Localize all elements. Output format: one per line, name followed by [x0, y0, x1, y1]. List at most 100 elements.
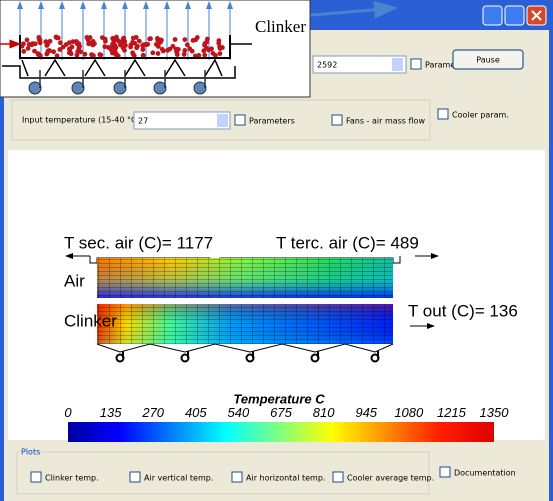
colorbar-tick-label: 135	[100, 405, 122, 420]
checkbox[interactable]	[411, 59, 421, 69]
clinker-grain	[187, 46, 192, 51]
clinker-grain	[110, 42, 115, 47]
clinker-grain	[147, 36, 152, 41]
sec-air-label: T sec. air (C)= 1177	[64, 233, 213, 252]
clinker-grain	[100, 35, 105, 40]
checkbox[interactable]	[333, 472, 343, 482]
spinner[interactable]	[392, 58, 403, 71]
clinker-grain	[140, 47, 145, 52]
clinker-grain	[218, 46, 223, 51]
clinker-grain	[38, 40, 43, 45]
clinker-grain	[204, 45, 209, 50]
clinker-grain	[119, 40, 124, 45]
clinker-grain	[202, 53, 207, 58]
clinker-grain	[195, 35, 200, 40]
checkbox-label: Fans - air mass flow	[346, 117, 425, 126]
clinker-grain	[70, 45, 75, 50]
air-label: Air	[64, 271, 85, 290]
clinker-grain	[134, 45, 139, 50]
screen: 2592 Parameters Pause Input temperature …	[0, 0, 553, 501]
temperature-value: 27	[138, 117, 148, 126]
clinker-grain	[51, 49, 56, 54]
checkbox-label: Parameters	[249, 117, 295, 126]
checkbox[interactable]	[235, 115, 245, 125]
colorbar-tick-label: 810	[313, 405, 335, 420]
clinker-grain	[130, 40, 135, 45]
checkbox-label: Air vertical temp.	[144, 474, 213, 483]
checkbox[interactable]	[332, 115, 342, 125]
clinker-grain	[128, 45, 133, 50]
terc-air-label: T terc. air (C)= 489	[276, 233, 419, 252]
clinker-grain	[156, 51, 161, 56]
clinker-grain	[182, 48, 187, 53]
clinker-grain	[58, 40, 63, 45]
colorbar-tick-label: 540	[228, 405, 250, 420]
count-value: 2592	[317, 61, 337, 70]
checkbox-label: Cooler average temp.	[347, 474, 434, 483]
spinner[interactable]	[217, 114, 228, 127]
clinker-grain	[161, 49, 166, 54]
clinker-grain	[21, 49, 26, 54]
clinker-grain	[137, 39, 142, 44]
checkbox[interactable]	[232, 472, 242, 482]
clinker-grain	[175, 52, 180, 57]
checkbox-label: Documentation	[454, 469, 516, 478]
temperature-field[interactable]	[134, 112, 230, 129]
clinker-grain	[121, 36, 126, 41]
clinker-grain	[88, 41, 93, 46]
checkbox[interactable]	[31, 472, 41, 482]
clinker-grain	[150, 50, 155, 55]
clinker-grain	[77, 46, 82, 51]
clinker-grain	[83, 52, 88, 57]
clinker-grain	[114, 45, 119, 50]
clinker-grain	[102, 44, 107, 49]
heatmap-grid	[97, 304, 393, 344]
inset-fan	[29, 82, 41, 94]
checkbox-label: Air horizontal temp.	[246, 474, 325, 483]
clinker-grain	[203, 41, 208, 46]
clinker-grain	[75, 53, 80, 58]
button-label: Pause	[476, 56, 500, 65]
colorbar-tick-label: 675	[270, 405, 292, 420]
clinker-grain	[112, 51, 117, 56]
clinker-grain	[47, 48, 52, 53]
t-out-label: T out (C)= 136	[408, 301, 518, 320]
heatmap-grid	[97, 258, 393, 298]
inset	[0, 0, 310, 97]
inset-fan	[194, 82, 206, 94]
clinker-grain	[25, 38, 30, 43]
checkbox[interactable]	[130, 472, 140, 482]
colorbar-tick-label: 270	[141, 405, 164, 420]
checkbox[interactable]	[440, 467, 450, 477]
maximize-button[interactable]	[505, 6, 524, 25]
clinker-grain	[145, 42, 150, 47]
clinker-grain	[54, 35, 59, 40]
clinker-grain	[191, 38, 196, 43]
checkbox-label: Cooler param.	[452, 111, 509, 120]
colorbar	[68, 422, 494, 442]
checkbox[interactable]	[438, 109, 448, 119]
inset-fan	[154, 82, 166, 94]
clinker-grain	[30, 41, 35, 46]
input-label: Input temperature (15-40 °C)	[22, 116, 140, 125]
inset-fan	[72, 82, 84, 94]
clinker-grain	[45, 42, 50, 47]
clinker-grain	[97, 52, 102, 57]
clinker-grain	[123, 43, 128, 48]
clinker-grain	[57, 47, 62, 52]
clinker-grain	[114, 35, 119, 40]
clinker-grain	[154, 42, 159, 47]
window-frame	[549, 30, 553, 501]
clinker-grain	[76, 41, 81, 46]
clinker-grain	[32, 49, 37, 54]
inset-label: Clinker	[255, 17, 306, 36]
plot-options: Clinker temp.Air vertical temp.Air horiz…	[31, 472, 434, 483]
colorbar-tick-label: 945	[355, 405, 377, 420]
clinker-grain	[182, 37, 187, 42]
colorbar-tick-label: 1350	[480, 405, 510, 420]
minimize-button[interactable]	[483, 6, 502, 25]
clinker-grain	[131, 36, 136, 41]
clinker-grain	[173, 37, 178, 42]
clinker-grain	[109, 47, 114, 52]
inset-fan	[114, 82, 126, 94]
